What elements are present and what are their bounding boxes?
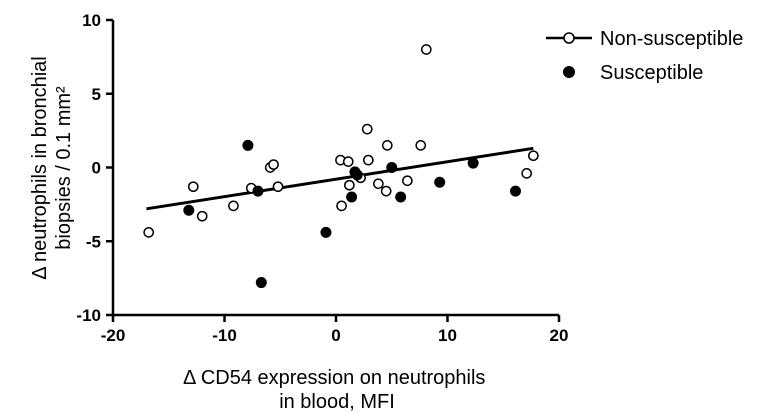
y-tick-label: 5 — [92, 85, 101, 104]
data-point-non-susceptible — [373, 178, 384, 190]
data-point-non-susceptible — [420, 44, 432, 55]
filled-circle-icon — [563, 66, 575, 78]
x-tick-label: -10 — [212, 326, 237, 345]
data-point-susceptible — [434, 176, 446, 188]
data-point-non-susceptible — [228, 200, 239, 212]
data-point-non-susceptible — [361, 123, 373, 135]
data-point-susceptible — [346, 191, 358, 203]
data-point-non-susceptible — [528, 150, 539, 162]
legend-label-non-susceptible: Non-susceptible — [600, 28, 743, 50]
y-axis-title-line-1: Δ neutrophils in bronchial — [29, 56, 51, 280]
y-tick-label: 10 — [82, 11, 101, 30]
data-point-non-susceptible — [268, 159, 279, 170]
data-point-non-susceptible — [143, 227, 155, 238]
regression-line — [146, 146, 534, 211]
y-tick-label: -10 — [76, 306, 101, 325]
data-point-non-susceptible — [336, 200, 347, 212]
legend-item-susceptible: Susceptible — [563, 62, 703, 84]
data-point-susceptible — [351, 169, 363, 181]
data-point-susceptible — [467, 157, 479, 169]
data-point-non-susceptible — [381, 140, 393, 151]
legend: Non-susceptible Susceptible — [546, 28, 743, 84]
data-point-non-susceptible — [196, 210, 208, 222]
data-point-non-susceptible — [342, 156, 354, 167]
y-axis-title-line-2: biopsies / 0.1 mm² — [53, 86, 75, 250]
data-point-susceptible — [252, 185, 264, 197]
data-point-susceptible — [242, 139, 254, 151]
open-circle-icon — [563, 32, 575, 44]
data-points — [143, 44, 539, 289]
data-point-non-susceptible — [521, 168, 533, 179]
data-point-non-susceptible — [344, 179, 355, 191]
y-ticks: -10 -5 0 5 10 — [76, 11, 113, 325]
data-point-susceptible — [255, 277, 267, 289]
x-tick-label: 0 — [331, 326, 340, 345]
data-point-non-susceptible — [402, 175, 413, 187]
y-axis-title: Δ neutrophils in bronchial biopsies / 0.… — [29, 56, 75, 280]
x-tick-label: 10 — [438, 326, 457, 345]
data-point-susceptible — [510, 185, 522, 197]
data-point-non-susceptible — [380, 185, 392, 197]
data-point-non-susceptible — [362, 154, 374, 166]
data-point-susceptible — [183, 204, 195, 216]
x-axis-title: Δ CD54 expression on neutrophils in bloo… — [183, 367, 491, 412]
data-point-non-susceptible — [272, 181, 284, 193]
x-tick-label: -20 — [101, 326, 126, 345]
y-tick-label: -5 — [86, 232, 101, 251]
x-tick-label: 20 — [550, 326, 569, 345]
data-point-susceptible — [395, 191, 407, 203]
x-axis-title-line-1: Δ CD54 expression on neutrophils — [183, 367, 485, 389]
x-axis-title-line-2: in blood, MFI — [279, 391, 395, 412]
legend-item-non-susceptible: Non-susceptible — [546, 28, 743, 50]
data-point-non-susceptible — [187, 181, 199, 193]
data-point-susceptible — [386, 162, 398, 173]
x-ticks: -20 -10 0 10 20 — [101, 315, 569, 345]
data-point-non-susceptible — [415, 140, 427, 151]
data-point-susceptible — [320, 226, 332, 238]
y-tick-label: 0 — [92, 159, 101, 178]
legend-label-susceptible: Susceptible — [600, 62, 703, 84]
